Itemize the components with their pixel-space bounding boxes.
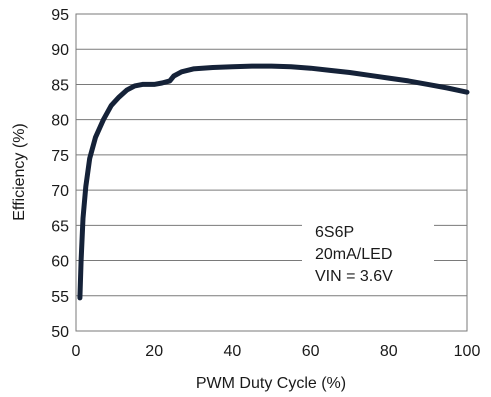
y-tick-labels: 50 55 60 65 70 75 80 85 90 95 <box>51 7 69 341</box>
y-tick-label: 80 <box>51 113 69 130</box>
y-axis-label: Efficiency (%) <box>11 123 28 221</box>
y-tick-label: 75 <box>51 148 69 165</box>
x-tick-label: 100 <box>454 343 481 360</box>
x-tick-label: 40 <box>224 343 242 360</box>
x-tick-labels: 0 20 40 60 80 100 <box>72 343 481 360</box>
x-tick-label: 20 <box>145 343 163 360</box>
y-tick-label: 50 <box>51 324 69 341</box>
x-tick-label: 80 <box>380 343 398 360</box>
y-tick-label: 60 <box>51 254 69 271</box>
x-tick-label: 60 <box>302 343 320 360</box>
plot-frame <box>75 13 468 332</box>
y-tick-label: 70 <box>51 183 69 200</box>
annotation-line-2: 20mA/LED <box>315 246 392 263</box>
y-tick-label: 90 <box>51 42 69 59</box>
annotation-box <box>302 212 434 290</box>
y-tick-label: 85 <box>51 77 69 94</box>
y-tick-label: 65 <box>51 218 69 235</box>
annotation-line-3: VIN = 3.6V <box>315 268 393 285</box>
annotation-line-1: 6S6P <box>315 224 354 241</box>
x-axis-label: PWM Duty Cycle (%) <box>196 375 346 392</box>
x-tick-label: 0 <box>72 343 81 360</box>
y-tick-label: 95 <box>51 7 69 24</box>
y-tick-label: 55 <box>51 289 69 306</box>
efficiency-series-line <box>77 63 470 301</box>
